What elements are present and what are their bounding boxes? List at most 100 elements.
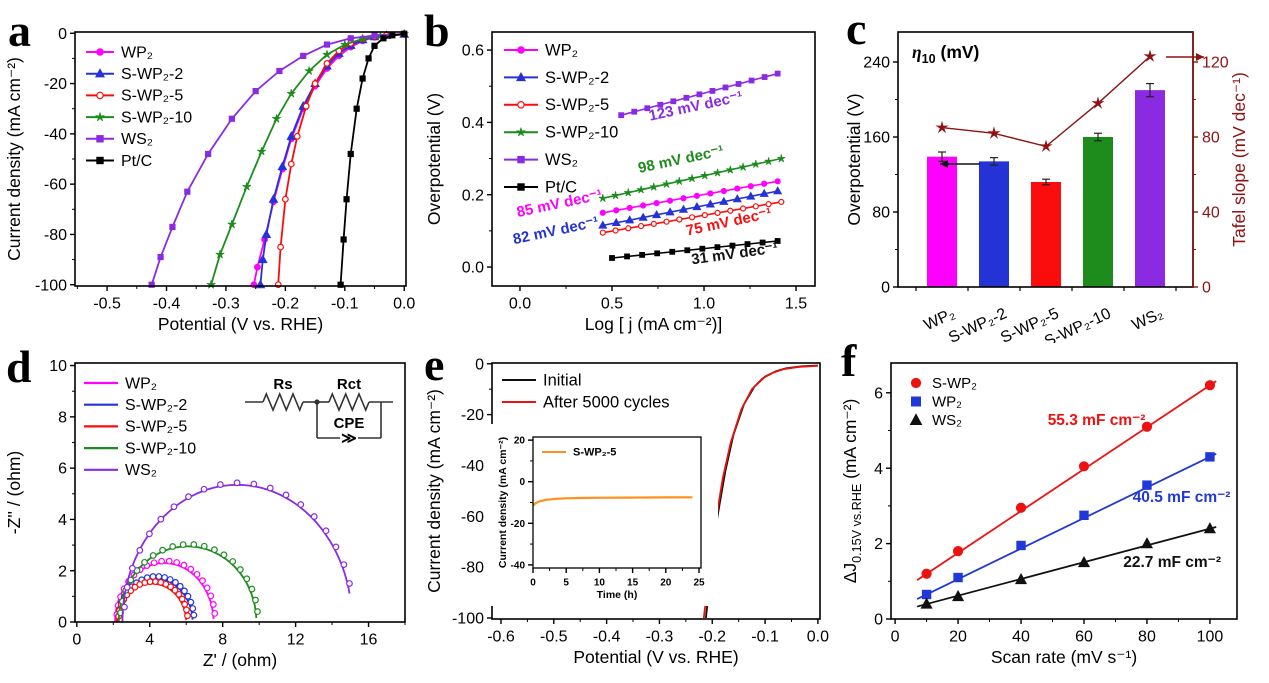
svg-text:WS₂: WS₂	[121, 131, 153, 148]
panel-e-series	[702, 364, 818, 619]
svg-text:Log [ j (mA cm⁻²)]: Log [ j (mA cm⁻²)]	[585, 314, 723, 334]
svg-text:4: 4	[145, 632, 154, 649]
svg-text:0: 0	[519, 477, 525, 488]
panel-e-axes: -0.6 -0.5 -0.4 -0.3 -0.2 -0.1 0.0 0 -20 -40 -60 -80…	[424, 356, 829, 667]
svg-text:-20: -20	[511, 519, 526, 530]
svg-text:0.5: 0.5	[601, 296, 623, 313]
svg-text:1.5: 1.5	[785, 296, 807, 313]
svg-text:-0.6: -0.6	[487, 629, 515, 646]
svg-text:Z' / (ohm): Z' / (ohm)	[203, 650, 277, 670]
svg-text:-0.1: -0.1	[331, 296, 359, 313]
svg-text:Potential (V vs. RHE): Potential (V vs. RHE)	[158, 314, 323, 334]
series-0	[705, 364, 818, 619]
series-0	[599, 178, 781, 216]
series-1	[702, 364, 818, 619]
svg-text:6: 6	[58, 461, 67, 478]
panel-a-series	[148, 29, 410, 289]
svg-text:Overpotential (V): Overpotential (V)	[844, 93, 864, 225]
panel-letter-e: e	[424, 339, 445, 390]
bar-2	[1031, 182, 1061, 287]
svg-text:-0.4: -0.4	[153, 296, 181, 313]
svg-text:-0.5: -0.5	[93, 296, 121, 313]
panel-e-legend: Initial After 5000 cycles	[502, 371, 670, 411]
panel-letter-d: d	[6, 341, 32, 392]
svg-text:S-WP₂-10: S-WP₂-10	[125, 440, 196, 457]
svg-text:16: 16	[360, 632, 378, 649]
series-3	[598, 154, 786, 202]
svg-text:0: 0	[58, 26, 67, 43]
series-4	[121, 479, 353, 623]
panel-letter-a: a	[8, 5, 31, 56]
svg-text:123 mV dec⁻¹: 123 mV dec⁻¹	[647, 88, 744, 124]
panel-f-capacitance-chart: 0 20 40 60 80 100 0 2 4 6 Scan rate (mV s⁻¹) ΔJ0.15…	[840, 362, 1238, 667]
svg-text:-40: -40	[44, 126, 67, 143]
series-0	[532, 496, 693, 507]
bar-4	[1135, 90, 1165, 287]
svg-text:4: 4	[874, 461, 883, 478]
equivalent-circuit: ≫ Rs Rct CPE	[245, 376, 393, 447]
svg-text:Current density (mA cm⁻²): Current density (mA cm⁻²)	[424, 389, 444, 593]
svg-text:0: 0	[874, 612, 883, 629]
svg-text:6: 6	[874, 385, 883, 402]
svg-text:-80: -80	[44, 227, 67, 244]
svg-text:Current density (mA cm⁻²): Current density (mA cm⁻²)	[497, 437, 509, 568]
series-0	[916, 380, 1217, 581]
svg-text:Time (h): Time (h)	[597, 589, 638, 601]
svg-text:WS₂: WS₂	[932, 412, 962, 429]
svg-text:40: 40	[1012, 629, 1030, 646]
svg-text:1.0: 1.0	[693, 296, 715, 313]
svg-text:-60: -60	[44, 177, 67, 194]
svg-text:2: 2	[58, 563, 67, 580]
svg-text:20: 20	[949, 629, 967, 646]
svg-text:Potential (V vs. RHE): Potential (V vs. RHE)	[573, 647, 738, 667]
series-2	[916, 522, 1217, 609]
series-3	[206, 29, 409, 289]
svg-text:WP₂: WP₂	[125, 375, 157, 392]
svg-text:Current density (mA cm⁻²): Current density (mA cm⁻²)	[4, 57, 24, 261]
svg-text:Initial: Initial	[543, 371, 582, 389]
panel-f-series	[916, 380, 1217, 609]
svg-text:S-WP₂: S-WP₂	[932, 375, 977, 392]
svg-text:25: 25	[693, 578, 705, 589]
svg-text:0: 0	[475, 356, 484, 373]
bar-1	[979, 161, 1009, 287]
svg-text:12: 12	[287, 632, 305, 649]
svg-text:-0.4: -0.4	[593, 629, 621, 646]
bar-3	[1083, 137, 1113, 287]
svg-text:Pt/C: Pt/C	[121, 153, 152, 170]
series-1	[598, 186, 783, 229]
svg-text:80: 80	[872, 205, 890, 222]
panel-a-axes: -0.5 -0.4 -0.3 -0.2 -0.1 0.0 0 -20 -40 -60 -80 -100…	[4, 26, 415, 334]
svg-text:WS₂: WS₂	[1130, 305, 1166, 334]
svg-text:15: 15	[627, 578, 639, 589]
svg-text:WP₂: WP₂	[932, 393, 962, 410]
svg-text:Scan rate (mV s⁻¹): Scan rate (mV s⁻¹)	[991, 647, 1137, 667]
svg-text:0: 0	[530, 578, 536, 589]
svg-text:0.0: 0.0	[393, 296, 415, 313]
panel-d-nyquist-chart: 0 4 8 12 16 0 2 4 6 8 10 Z' / (ohm) -Z'' / (ohm) WP₂ S…	[4, 358, 406, 670]
svg-text:120: 120	[1202, 55, 1229, 72]
tafel-slope-line	[941, 55, 1151, 148]
series-4	[618, 70, 781, 119]
svg-text:S-WP₂-2: S-WP₂-2	[121, 66, 183, 83]
svg-text:0: 0	[881, 280, 890, 297]
panel-b-tafel-chart: 0.0 0.5 1.0 1.5 0.0 0.2 0.4 0.6 Log [ j (mA cm⁻²…	[424, 31, 816, 334]
svg-text:-100: -100	[35, 277, 67, 294]
panel-b-series	[598, 70, 786, 261]
svg-text:10: 10	[594, 578, 606, 589]
svg-text:Rs: Rs	[273, 376, 292, 393]
svg-text:80: 80	[1138, 629, 1156, 646]
svg-text:100: 100	[1197, 629, 1224, 646]
svg-text:-20: -20	[461, 407, 484, 424]
svg-text:-0.5: -0.5	[540, 629, 568, 646]
svg-text:40.5 mF cm⁻²: 40.5 mF cm⁻²	[1133, 489, 1231, 506]
svg-text:20: 20	[514, 436, 526, 447]
panel-letter-f: f	[841, 335, 857, 386]
svg-text:-0.2: -0.2	[272, 296, 300, 313]
svg-text:-40: -40	[511, 560, 526, 571]
svg-text:S-WP₂-5: S-WP₂-5	[545, 96, 609, 114]
series-4	[148, 30, 408, 288]
svg-text:0.0: 0.0	[509, 296, 531, 313]
